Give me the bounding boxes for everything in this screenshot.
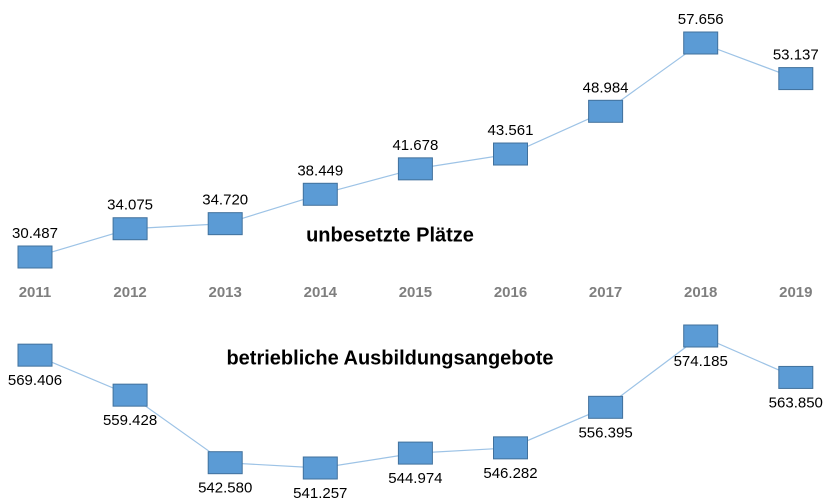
marker	[683, 31, 719, 55]
x-tick-label: 2014	[304, 284, 338, 301]
marker	[397, 441, 433, 465]
marker	[207, 451, 243, 475]
data-label: 57.656	[678, 11, 724, 28]
data-label: 559.428	[103, 412, 157, 429]
marker	[588, 395, 624, 419]
data-label: 53.137	[773, 47, 819, 64]
x-tick-label: 2016	[494, 284, 527, 301]
marker	[493, 142, 528, 166]
data-label: 43.561	[488, 122, 534, 139]
x-tick-label: 2019	[779, 284, 812, 301]
data-label: 30.487	[12, 225, 58, 242]
x-tick-label: 2015	[399, 284, 432, 301]
marker	[17, 245, 53, 269]
data-label: 556.395	[578, 424, 632, 441]
data-label: 542.580	[198, 480, 252, 497]
data-label: 38.449	[297, 162, 343, 179]
marker	[683, 324, 719, 348]
data-label: 574.185	[674, 353, 728, 370]
x-tick-label: 2012	[113, 284, 146, 301]
marker	[112, 383, 148, 407]
marker	[207, 212, 243, 236]
data-label: 541.257	[293, 485, 347, 501]
data-label: 544.974	[388, 470, 442, 487]
marker	[397, 157, 433, 181]
marker	[778, 365, 814, 389]
data-label: 546.282	[483, 465, 537, 482]
data-label: 34.075	[107, 197, 153, 214]
data-label: 41.678	[392, 137, 438, 154]
data-label: 563.850	[769, 394, 823, 411]
data-label: 48.984	[583, 79, 629, 96]
x-tick-label: 2017	[589, 284, 622, 301]
x-tick-label: 2011	[19, 284, 52, 301]
marker	[588, 99, 624, 123]
marker	[493, 436, 528, 460]
marker	[17, 343, 53, 367]
chart-title: unbesetzte Plätze	[306, 224, 474, 246]
marker	[302, 456, 338, 480]
x-tick-label: 2018	[684, 284, 717, 301]
chart-title: betriebliche Ausbildungsangebote	[226, 347, 553, 369]
marker	[778, 67, 814, 91]
x-tick-label: 2013	[209, 284, 242, 301]
data-label: 34.720	[202, 192, 248, 209]
marker	[302, 182, 338, 206]
marker	[112, 217, 148, 241]
data-label: 569.406	[8, 372, 62, 389]
